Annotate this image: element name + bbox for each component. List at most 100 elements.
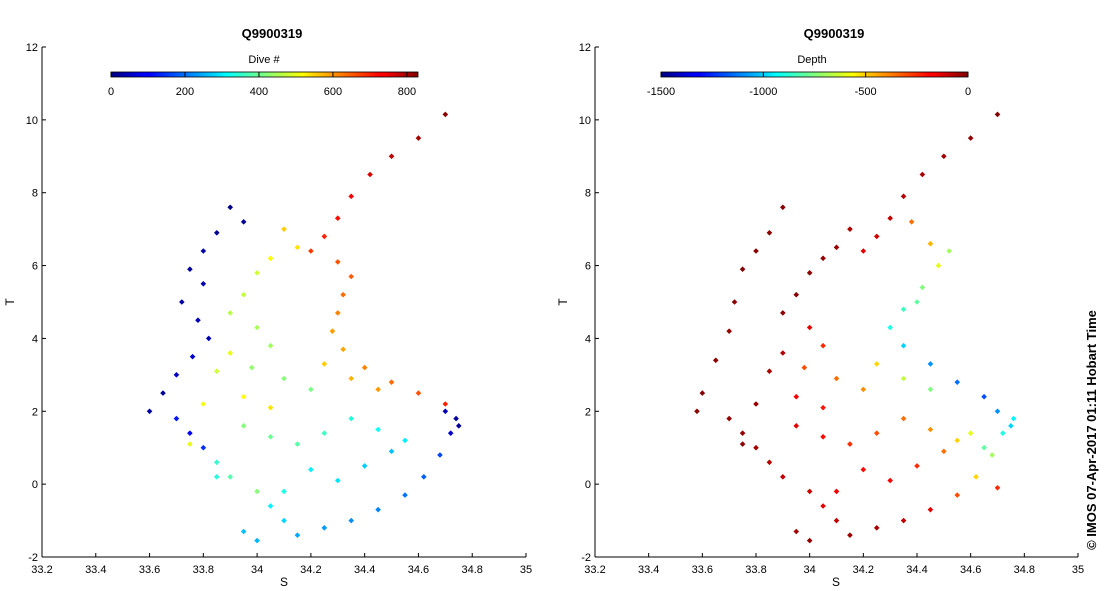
scatter-point [927, 386, 934, 393]
scatter-point [367, 171, 373, 178]
scatter-point [860, 386, 867, 393]
scatter-point [200, 280, 207, 287]
scatter-point [294, 441, 301, 447]
scatter-point [388, 448, 395, 455]
scatter-point [919, 171, 926, 178]
scatter-point [267, 503, 274, 509]
x-tick-label: 34 [251, 564, 263, 576]
scatter-point [712, 357, 719, 364]
y-tick-label: 6 [585, 261, 591, 273]
x-tick-label: 33.8 [745, 564, 766, 576]
scatter-point [981, 393, 987, 400]
scatter-point [873, 430, 880, 436]
colorbar-tick-label: 600 [324, 86, 342, 98]
scatter-point [388, 153, 395, 160]
scatter-point [954, 492, 961, 498]
scatter-point [873, 233, 880, 240]
scatter-points [694, 111, 1017, 544]
scatter-point [820, 342, 826, 349]
scatter-point [699, 390, 706, 396]
scatter-point [348, 193, 355, 200]
scatter-point [254, 324, 260, 331]
scatter-point [267, 404, 274, 411]
scatter-point [375, 386, 381, 393]
colorbar-tick-label: 400 [250, 86, 268, 98]
scatter-point [919, 284, 926, 291]
scatter-point [348, 517, 355, 524]
scatter-point [806, 324, 813, 331]
scatter-point [267, 342, 274, 349]
scatter-point [973, 474, 979, 480]
scatter-point [340, 346, 346, 353]
colorbar-tick-label: 0 [108, 86, 114, 98]
scatter-point [753, 248, 759, 254]
x-axis-label: S [280, 575, 288, 589]
scatter-point [213, 459, 220, 466]
y-axis-label: T [3, 298, 17, 306]
scatter-point [833, 488, 840, 495]
colorbar-tick-label: 800 [398, 86, 416, 98]
scatter-point [900, 193, 907, 200]
scatter-point [820, 503, 826, 509]
y-tick-label: 10 [579, 115, 591, 127]
scatter-point [820, 404, 826, 411]
scatter-point [793, 528, 800, 535]
scatter-point [294, 244, 301, 251]
scatter-point [173, 415, 180, 422]
scatter-point [308, 248, 314, 254]
scatter-point [361, 463, 368, 469]
scatter-point [227, 350, 234, 356]
scatter-point [935, 262, 942, 269]
panel-dive: Q9900319 Dive # 0 200 400 600 800 33.2 33.4 33… [3, 26, 532, 589]
y-tick-label: 12 [26, 42, 38, 54]
scatter-point [227, 474, 234, 480]
scatter-point [281, 517, 287, 524]
x-tick-label: 34.6 [960, 564, 981, 576]
scatter-point [753, 401, 759, 407]
x-tick-label: 33.8 [193, 564, 214, 576]
y-tick-label: 6 [32, 261, 38, 273]
scatter-point [334, 310, 341, 316]
scatter-point [348, 273, 355, 280]
colorbar-label: Depth [797, 54, 826, 66]
colorbar-tick-label: -1500 [647, 86, 675, 98]
scatter-point [442, 401, 449, 407]
scatter-point [240, 219, 247, 225]
scatter-point [442, 408, 449, 415]
scatter-point [200, 401, 207, 407]
scatter-point [402, 492, 408, 498]
scatter-point [820, 255, 826, 262]
scatter-point [447, 430, 454, 436]
scatter-point [248, 364, 255, 371]
scatter-point [213, 368, 220, 375]
colorbar-label: Dive # [248, 54, 280, 66]
y-tick-label: 4 [585, 333, 591, 345]
scatter-point [766, 368, 773, 375]
scatter-point [437, 452, 443, 458]
scatter-point [213, 474, 220, 480]
scatter-point [189, 353, 196, 360]
scatter-point [847, 532, 853, 538]
x-tick-label: 34.2 [853, 564, 874, 576]
scatter-point [205, 335, 212, 342]
scatter-point [994, 484, 1001, 491]
scatter-point [1000, 430, 1006, 436]
scatter-point [1008, 423, 1014, 429]
x-tick-label: 33.4 [638, 564, 659, 576]
scatter-point [195, 317, 201, 324]
scatter-point [914, 299, 920, 305]
scatter-point [793, 423, 800, 429]
y-tick-label: 0 [32, 479, 38, 491]
scatter-point [860, 466, 867, 473]
colorbar-tick-label: -1000 [749, 86, 777, 98]
scatter-point [329, 328, 336, 334]
scatter-point [946, 248, 952, 254]
scatter-point [240, 423, 247, 429]
scatter-point [833, 244, 840, 251]
scatter-point [806, 537, 813, 544]
panel-depth: Q9900319 Depth -1500 -1000 -500 0 33.2 33.4 3… [556, 26, 1084, 589]
y-axis-label: T [556, 298, 570, 306]
x-tick-label: 34 [804, 564, 816, 576]
scatter-point [455, 423, 462, 429]
scatter-point [753, 444, 759, 451]
